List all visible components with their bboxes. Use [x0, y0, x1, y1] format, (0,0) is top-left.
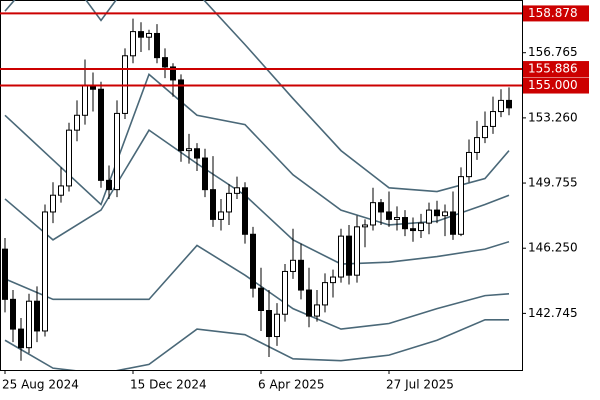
candle-body	[354, 226, 360, 276]
level-tag	[523, 61, 589, 78]
x-tick-label: 6 Apr 2025	[258, 378, 325, 392]
plot-area	[0, 0, 522, 370]
candle-body	[170, 66, 176, 81]
candle-body	[274, 313, 280, 338]
candle-body	[338, 235, 344, 278]
y-tick-label: 142.745	[528, 306, 578, 320]
level-label: 155.886	[528, 62, 578, 76]
candle-body	[394, 217, 400, 220]
candle-body	[106, 179, 112, 191]
candle-body	[386, 211, 392, 220]
candle-body	[442, 211, 448, 217]
candle-body	[410, 228, 416, 232]
x-tick-label: 27 Jul 2025	[386, 378, 454, 392]
candle-body	[362, 224, 368, 228]
candle-body	[450, 211, 456, 235]
candle-body	[402, 217, 408, 230]
candle-body	[466, 151, 472, 178]
candle-body	[290, 259, 296, 272]
candle-body	[194, 148, 200, 159]
candle-body	[218, 211, 224, 220]
candle-body	[370, 202, 376, 226]
candle-body	[314, 304, 320, 317]
y-tick-label: 153.260	[528, 110, 578, 124]
candle-body	[234, 187, 240, 194]
candle-body	[34, 300, 40, 332]
candle-body	[250, 233, 256, 289]
candle-body	[498, 99, 504, 113]
candle-body	[226, 192, 232, 213]
candle-body	[18, 328, 24, 349]
y-tick-label: 156.765	[528, 45, 578, 59]
candle-body	[506, 99, 512, 109]
level-tag	[523, 5, 589, 22]
candle-body	[138, 31, 144, 38]
candle-body	[434, 209, 440, 217]
candle-body	[74, 114, 80, 131]
x-tick-label: 25 Aug 2024	[2, 378, 79, 392]
level-tag	[523, 77, 589, 94]
candle-body	[378, 202, 384, 213]
candle-body	[26, 300, 32, 349]
candle-body	[82, 85, 88, 116]
candle-body	[458, 176, 464, 235]
candle-body	[162, 57, 168, 68]
candle-body	[330, 276, 336, 284]
candle-body	[282, 270, 288, 315]
candle-body	[42, 211, 48, 332]
candle-body	[242, 187, 248, 235]
candle-body	[298, 259, 304, 291]
candle-body	[266, 310, 272, 338]
candle-body	[210, 189, 216, 220]
candle-body	[98, 88, 104, 181]
axes: 142.745 146.250 149.755 153.260 156.765 25 Au…	[2, 5, 589, 392]
candle-body	[482, 125, 488, 139]
y-tick-label: 146.250	[528, 241, 578, 255]
candle-body	[490, 111, 496, 127]
candle-body	[146, 32, 152, 38]
candle-body	[474, 137, 480, 153]
band-line	[4, 129, 510, 265]
x-tick-label: 15 Dec 2024	[130, 378, 207, 392]
candle-body	[10, 298, 16, 330]
candle-body	[178, 79, 184, 152]
candle-body	[186, 148, 192, 152]
candle-body	[322, 282, 328, 306]
level-label: 158.878	[528, 6, 578, 20]
candle-body	[50, 194, 56, 213]
y-tick-label: 149.755	[528, 176, 578, 190]
candle-body	[346, 235, 352, 276]
candle-body	[154, 32, 160, 59]
candle-body	[130, 31, 136, 57]
candle-body	[258, 287, 264, 312]
candle-body	[202, 157, 208, 191]
candle-body	[114, 112, 120, 191]
candle-body	[58, 185, 64, 196]
candle-body	[306, 289, 312, 317]
candle-body	[418, 222, 424, 232]
band-line	[4, 0, 510, 193]
candle-body	[2, 248, 8, 300]
candle-body	[66, 129, 72, 187]
candle-body	[426, 209, 432, 224]
level-label: 155.000	[528, 78, 578, 92]
